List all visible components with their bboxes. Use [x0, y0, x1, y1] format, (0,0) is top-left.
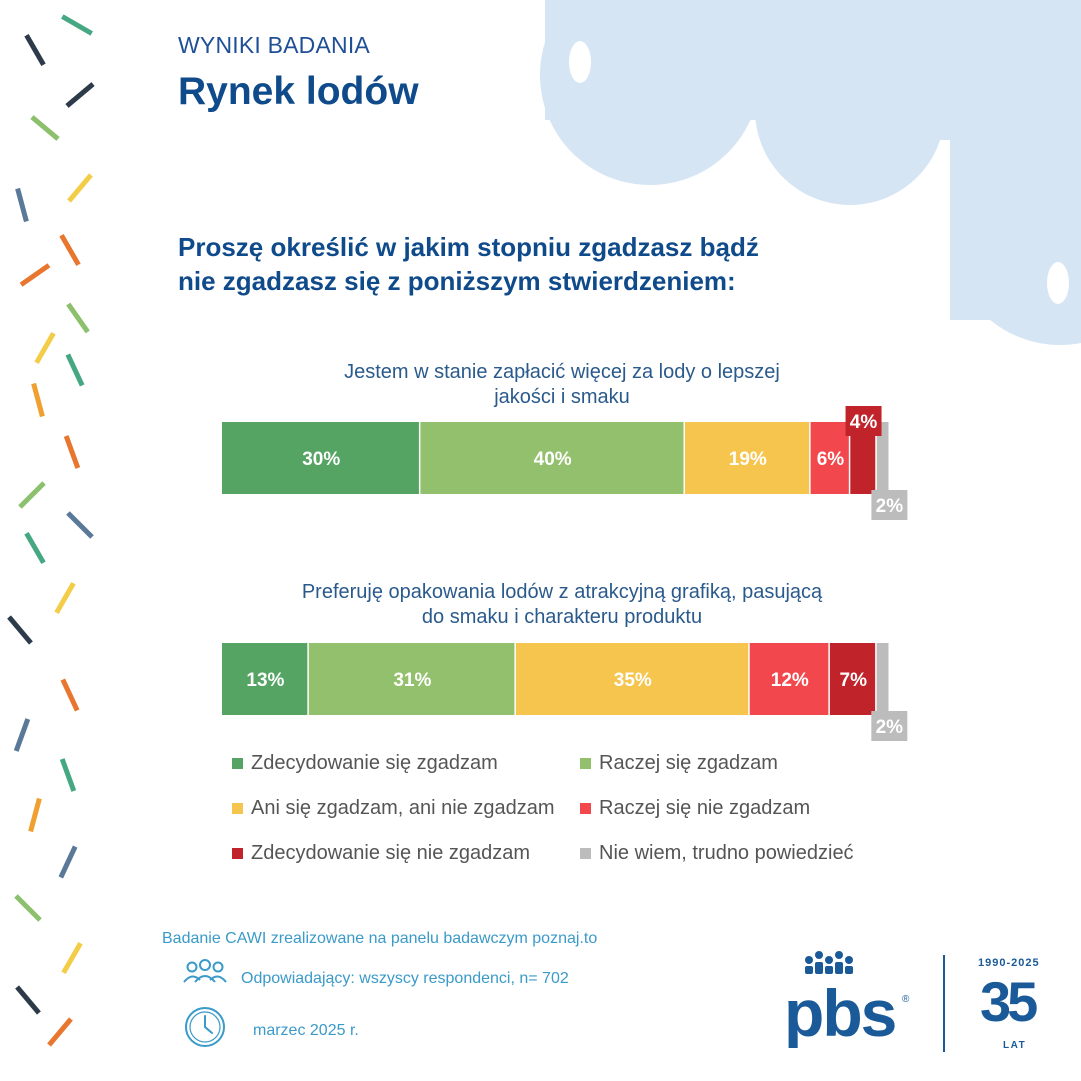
label-callout [871, 711, 908, 741]
legend-swatch [580, 848, 591, 859]
legend-label: Zdecydowanie się zgadzam [251, 752, 498, 774]
sprinkle [67, 173, 93, 203]
bar-segment [749, 643, 829, 715]
sprinkle [15, 985, 41, 1015]
sprinkle [34, 332, 56, 364]
label-callout [871, 490, 908, 520]
sprinkle [66, 302, 90, 334]
clock-icon [185, 1007, 225, 1047]
bar-segment [222, 643, 308, 715]
legend-swatch [232, 848, 243, 859]
statement-2-line-2: do smaku i charakteru produktu [421, 606, 703, 628]
bar-segment [515, 643, 749, 715]
data-label: 30% [302, 449, 340, 470]
data-label: 7% [840, 670, 868, 691]
data-label: 40% [534, 449, 572, 470]
bar-segment [876, 643, 889, 715]
data-label: 19% [729, 449, 767, 470]
sprinkle [61, 14, 93, 36]
legend-label: Raczej się zgadzam [599, 752, 778, 774]
sprinkle [54, 582, 76, 614]
survey-date: marzec 2025 r. [253, 1022, 359, 1039]
statement-2-line-1: Preferuję opakowania lodów z atrakcyjną … [301, 581, 823, 603]
bar-segment [876, 422, 889, 494]
sprinkle [65, 82, 95, 108]
sprinkle [47, 1017, 73, 1047]
data-label: 12% [771, 670, 809, 691]
sprinkles-decoration [7, 14, 95, 1047]
statement-2-label: Preferuję opakowania lodów z atrakcyjną … [222, 580, 902, 630]
data-label: 4% [850, 412, 878, 433]
legend-item: Raczej się zgadzam [580, 752, 778, 775]
pbs-logo-text: pbs [784, 976, 895, 1048]
statement-1-line-2: jakości i smaku [494, 386, 630, 408]
statement-1-label: Jestem w stanie zapłacić więcej za lody … [222, 360, 902, 410]
sprinkle [65, 353, 85, 387]
sprinkle [61, 942, 83, 974]
sprinkle [13, 718, 31, 752]
sprinkle [28, 797, 42, 833]
sprinkle [58, 845, 78, 879]
data-label: 31% [393, 670, 431, 691]
data-label: 6% [817, 449, 845, 470]
legend-item: Zdecydowanie się zgadzam [232, 752, 498, 775]
legend-swatch [232, 758, 243, 769]
legend-label: Raczej się nie zgadzam [599, 797, 811, 819]
statement-1-line-1: Jestem w stanie zapłacić więcej za lody … [344, 361, 780, 383]
eyebrow-label: WYNIKI BADANIA [178, 32, 370, 58]
sprinkle [18, 481, 46, 509]
question-line-1: Proszę określić w jakim stopniu zgadzasz… [178, 232, 759, 262]
legend-item: Raczej się nie zgadzam [580, 797, 810, 820]
legend-swatch [232, 803, 243, 814]
sprinkle [24, 34, 46, 66]
pbs-logo: pbs ® [784, 951, 910, 1048]
page-title: Rynek lodów [178, 70, 419, 113]
sprinkle [7, 615, 33, 645]
anniversary-number: 35 [980, 970, 1038, 1033]
data-label: 2% [876, 717, 904, 738]
legend-swatch [580, 803, 591, 814]
sprinkle [24, 532, 46, 564]
question-text: Proszę określić w jakim stopniu zgadzasz… [178, 230, 818, 298]
legend-item: Ani się zgadzam, ani nie zgadzam [232, 797, 555, 820]
logo-divider [943, 955, 945, 1052]
sprinkle [59, 758, 77, 792]
people-icon [183, 959, 227, 983]
bar-segment [684, 422, 810, 494]
sprinkle [59, 234, 81, 266]
sprinkle [15, 187, 29, 223]
pbs-registered-mark: ® [902, 994, 910, 1005]
legend-label: Ani się zgadzam, ani nie zgadzam [251, 797, 555, 819]
sprinkle [66, 511, 94, 539]
legend-label: Zdecydowanie się nie zgadzam [251, 842, 531, 864]
legend-label: Nie wiem, trudno powiedzieć [599, 842, 854, 864]
sprinkle [60, 678, 80, 712]
bar-segment [308, 643, 515, 715]
bar-segment [810, 422, 849, 494]
sprinkle [30, 115, 60, 141]
label-callout [845, 406, 882, 436]
anniversary-unit: LAT [1003, 1040, 1027, 1051]
legend-item: Nie wiem, trudno powiedzieć [580, 842, 854, 865]
bar-segment [420, 422, 684, 494]
legend-swatch [580, 758, 591, 769]
anniversary-years: 1990-2025 [978, 957, 1040, 969]
data-label: 2% [876, 496, 904, 517]
data-label: 35% [614, 670, 652, 691]
bar-segment [829, 643, 876, 715]
data-label: 13% [246, 670, 284, 691]
sprinkle [63, 435, 81, 469]
legend-item: Zdecydowanie się nie zgadzam [232, 842, 530, 865]
respondents-info: Odpowiadający: wszyscy respondenci, n= 7… [241, 970, 569, 987]
question-line-2: nie zgadzasz się z poniższym stwierdzeni… [178, 266, 736, 296]
sprinkle [19, 263, 51, 287]
bar-segment [222, 422, 419, 494]
sprinkle [31, 382, 45, 418]
sprinkle [14, 894, 42, 922]
survey-note: Badanie CAWI zrealizowane na panelu bada… [162, 930, 598, 947]
